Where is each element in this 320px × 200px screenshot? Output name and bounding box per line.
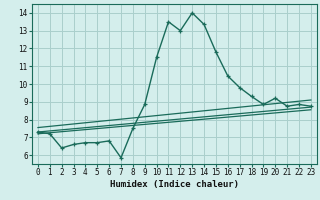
X-axis label: Humidex (Indice chaleur): Humidex (Indice chaleur) bbox=[110, 180, 239, 189]
